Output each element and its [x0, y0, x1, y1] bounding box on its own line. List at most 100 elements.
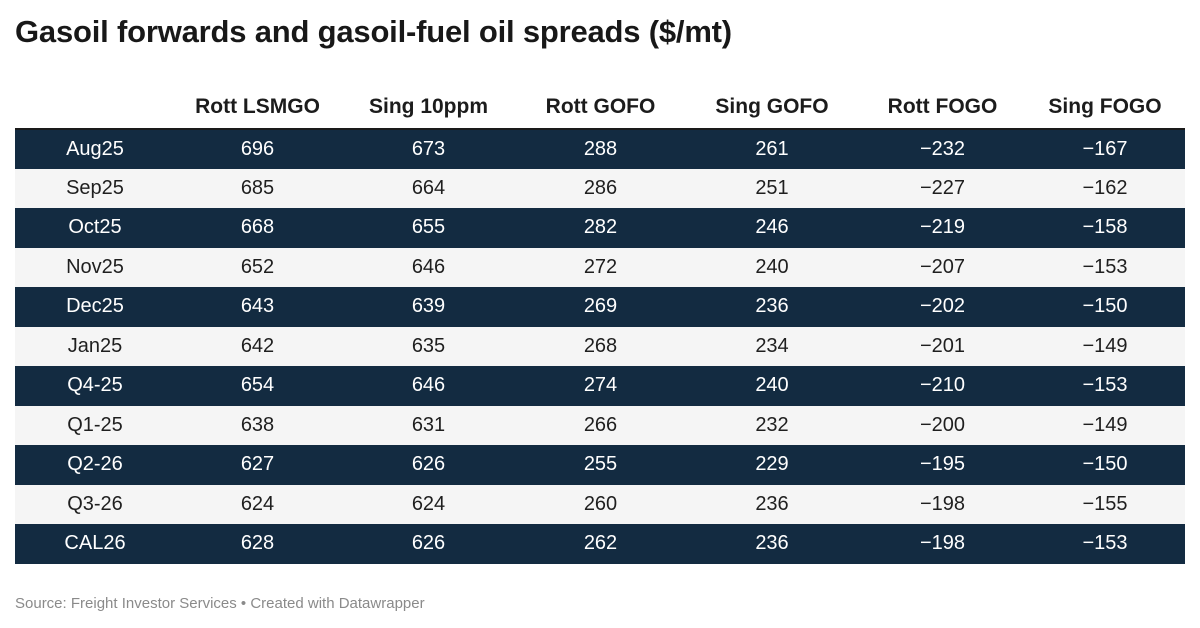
table-cell: 624 — [340, 484, 517, 524]
table-cell: 251 — [684, 168, 860, 208]
row-label: Dec25 — [15, 287, 175, 327]
table-cell: 639 — [340, 287, 517, 327]
column-header: Sing 10ppm — [340, 85, 517, 130]
table-cell: −158 — [1025, 208, 1185, 248]
table-cell: −150 — [1025, 445, 1185, 485]
table-cell: −201 — [860, 326, 1025, 366]
table-cell: 266 — [517, 405, 684, 445]
table-cell: −153 — [1025, 366, 1185, 406]
table-cell: 643 — [175, 287, 340, 327]
table-cell: 626 — [340, 524, 517, 564]
table-cell: 229 — [684, 445, 860, 485]
table-cell: 624 — [175, 484, 340, 524]
table-cell: −149 — [1025, 326, 1185, 366]
table-cell: −210 — [860, 366, 1025, 406]
table-body: Aug25 696 673 288 261 −232 −167 Sep25 685 664 286 2… — [15, 129, 1185, 564]
table-row: Sep25 685 664 286 251 −227 −162 — [15, 168, 1185, 208]
table-cell: 664 — [340, 168, 517, 208]
row-label: Q1-25 — [15, 405, 175, 445]
table-row: Nov25 652 646 272 240 −207 −153 — [15, 247, 1185, 287]
table-header-row: Rott LSMGO Sing 10ppm Rott GOFO Sing GOF… — [15, 85, 1185, 130]
table-cell: −153 — [1025, 524, 1185, 564]
table-cell: 646 — [340, 366, 517, 406]
row-label: Jan25 — [15, 326, 175, 366]
row-label: Oct25 — [15, 208, 175, 248]
data-table: Rott LSMGO Sing 10ppm Rott GOFO Sing GOF… — [15, 85, 1185, 564]
table-cell: −153 — [1025, 247, 1185, 287]
row-label: CAL26 — [15, 524, 175, 564]
table-cell: −198 — [860, 524, 1025, 564]
table-cell: 631 — [340, 405, 517, 445]
table-cell: 655 — [340, 208, 517, 248]
table-cell: −232 — [860, 129, 1025, 169]
table-cell: −200 — [860, 405, 1025, 445]
table-cell: 232 — [684, 405, 860, 445]
table-cell: −202 — [860, 287, 1025, 327]
column-header — [15, 85, 175, 130]
table-cell: 261 — [684, 129, 860, 169]
table-cell: 638 — [175, 405, 340, 445]
column-header: Rott FOGO — [860, 85, 1025, 130]
table-cell: 286 — [517, 168, 684, 208]
table-row: Q3-26 624 624 260 236 −198 −155 — [15, 484, 1185, 524]
table-cell: −149 — [1025, 405, 1185, 445]
table-row: Q1-25 638 631 266 232 −200 −149 — [15, 405, 1185, 445]
column-header: Rott LSMGO — [175, 85, 340, 130]
table-cell: 635 — [340, 326, 517, 366]
table-cell: 288 — [517, 129, 684, 169]
row-label: Q4-25 — [15, 366, 175, 406]
table-cell: 255 — [517, 445, 684, 485]
row-label: Nov25 — [15, 247, 175, 287]
table-cell: 282 — [517, 208, 684, 248]
table-row: CAL26 628 626 262 236 −198 −153 — [15, 524, 1185, 564]
table-cell: −162 — [1025, 168, 1185, 208]
table-cell: −227 — [860, 168, 1025, 208]
table-row: Oct25 668 655 282 246 −219 −158 — [15, 208, 1185, 248]
table-cell: 696 — [175, 129, 340, 169]
table-cell: 268 — [517, 326, 684, 366]
table-cell: 626 — [340, 445, 517, 485]
table-cell: 668 — [175, 208, 340, 248]
table-cell: 236 — [684, 287, 860, 327]
table-cell: −219 — [860, 208, 1025, 248]
row-label: Q2-26 — [15, 445, 175, 485]
table-cell: 246 — [684, 208, 860, 248]
table-cell: −198 — [860, 484, 1025, 524]
source-note: Source: Freight Investor Services • Crea… — [15, 595, 425, 612]
table-row: Aug25 696 673 288 261 −232 −167 — [15, 129, 1185, 169]
table-cell: 262 — [517, 524, 684, 564]
table-cell: 642 — [175, 326, 340, 366]
table-cell: −150 — [1025, 287, 1185, 327]
table-cell: 269 — [517, 287, 684, 327]
table-cell: 628 — [175, 524, 340, 564]
table-cell: 673 — [340, 129, 517, 169]
table-row: Jan25 642 635 268 234 −201 −149 — [15, 326, 1185, 366]
table-cell: 685 — [175, 168, 340, 208]
chart-title: Gasoil forwards and gasoil-fuel oil spre… — [15, 14, 732, 49]
row-label: Aug25 — [15, 129, 175, 169]
table-cell: 274 — [517, 366, 684, 406]
table-row: Dec25 643 639 269 236 −202 −150 — [15, 287, 1185, 327]
row-label: Sep25 — [15, 168, 175, 208]
table-cell: 240 — [684, 366, 860, 406]
table-cell: 234 — [684, 326, 860, 366]
table-cell: 654 — [175, 366, 340, 406]
column-header: Rott GOFO — [517, 85, 684, 130]
column-header: Sing FOGO — [1025, 85, 1185, 130]
table-row: Q2-26 627 626 255 229 −195 −150 — [15, 445, 1185, 485]
data-table-container: Rott LSMGO Sing 10ppm Rott GOFO Sing GOF… — [15, 85, 1185, 564]
column-header: Sing GOFO — [684, 85, 860, 130]
table-cell: 236 — [684, 524, 860, 564]
table-cell: 646 — [340, 247, 517, 287]
table-cell: 236 — [684, 484, 860, 524]
table-cell: −195 — [860, 445, 1025, 485]
table-cell: 627 — [175, 445, 340, 485]
table-cell: −207 — [860, 247, 1025, 287]
table-cell: −167 — [1025, 129, 1185, 169]
table-cell: 652 — [175, 247, 340, 287]
table-row: Q4-25 654 646 274 240 −210 −153 — [15, 366, 1185, 406]
table-cell: −155 — [1025, 484, 1185, 524]
table-cell: 260 — [517, 484, 684, 524]
table-cell: 272 — [517, 247, 684, 287]
table-cell: 240 — [684, 247, 860, 287]
